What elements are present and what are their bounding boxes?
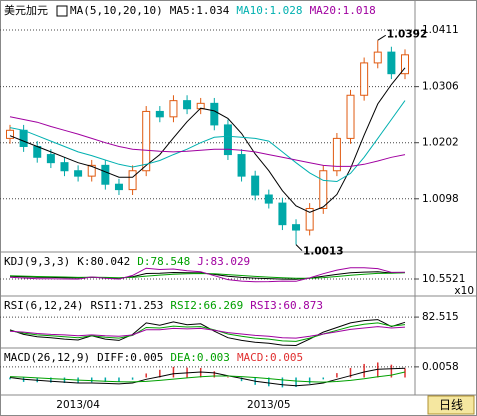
indicator-line bbox=[9, 116, 406, 167]
candle-body bbox=[237, 154, 246, 177]
icon bbox=[56, 5, 68, 17]
candle-body bbox=[74, 170, 83, 177]
candle-body bbox=[251, 175, 260, 196]
candle-body bbox=[128, 170, 137, 191]
indicator-line bbox=[9, 367, 406, 387]
annotation-leader bbox=[295, 244, 303, 251]
scale-label: x10 bbox=[454, 285, 474, 297]
button-box[interactable] bbox=[427, 395, 475, 415]
high-annotation: 1.0392 bbox=[387, 28, 428, 40]
x-tick-label: 2013/05 bbox=[247, 399, 291, 411]
annotation-leader bbox=[377, 34, 387, 41]
legend-entry: J:83.029 bbox=[197, 255, 250, 268]
candle-body bbox=[292, 224, 301, 231]
indicator-line bbox=[9, 267, 406, 283]
candle-body bbox=[210, 102, 219, 126]
chart-title: 美元加元 bbox=[4, 4, 48, 17]
candle-body bbox=[223, 124, 232, 156]
candle-body bbox=[169, 100, 178, 118]
candle-body bbox=[360, 62, 369, 96]
candle-body bbox=[278, 202, 287, 226]
legend-entry: RSI2:66.269 bbox=[170, 299, 243, 312]
x-tick-label: 2013/04 bbox=[56, 399, 100, 411]
indicator-line bbox=[9, 67, 406, 213]
candle-body bbox=[87, 164, 96, 177]
candle-body bbox=[264, 194, 273, 204]
button[interactable]: 日线 bbox=[427, 395, 475, 415]
indicator-line bbox=[9, 322, 406, 342]
legend-entry: K:80.042 bbox=[77, 255, 130, 268]
candle-body bbox=[373, 51, 382, 64]
indicator-label: KDJ(9,3,3) bbox=[4, 255, 70, 268]
candle-body bbox=[114, 183, 123, 191]
indicator-line bbox=[9, 319, 406, 347]
legend-entry: MA10:1.028 bbox=[236, 4, 302, 17]
candle-body bbox=[332, 137, 341, 172]
low-annotation: 1.0013 bbox=[303, 246, 344, 258]
legend-entry: MACD:0.005 bbox=[237, 351, 303, 364]
candle-body bbox=[401, 54, 409, 75]
candle-body bbox=[33, 145, 42, 158]
indicator-line bbox=[9, 371, 406, 383]
legend-entry: DIFF:0.005 bbox=[97, 351, 163, 364]
indicator-label: MACD(26,12,9) bbox=[4, 351, 90, 364]
candle-body bbox=[19, 129, 28, 147]
legend-entry: RSI1:71.253 bbox=[90, 299, 163, 312]
button-label[interactable]: 日线 bbox=[439, 398, 463, 412]
indicator-label: RSI(6,12,24) bbox=[4, 299, 83, 312]
legend-entry: DEA:0.003 bbox=[170, 351, 230, 364]
legend-entry: MA5:1.034 bbox=[170, 4, 230, 17]
y-tick-label: 0.0058 bbox=[422, 361, 459, 373]
y-tick-label: 10.5521 bbox=[422, 273, 465, 285]
indicator-line bbox=[9, 100, 406, 183]
indicator-line bbox=[9, 326, 406, 339]
y-tick-label: 1.0411 bbox=[422, 24, 459, 36]
y-tick-label: 1.0098 bbox=[422, 193, 459, 205]
candle-body bbox=[319, 170, 328, 209]
candle-body bbox=[60, 162, 69, 172]
candle-body bbox=[346, 94, 355, 139]
legend-entry: D:78.548 bbox=[137, 255, 190, 268]
candle-body bbox=[305, 207, 314, 231]
candle-body bbox=[155, 110, 164, 118]
candle-body bbox=[387, 51, 396, 75]
candle-body bbox=[183, 100, 192, 110]
legend-entry: RSI3:60.873 bbox=[250, 299, 323, 312]
candle-body bbox=[46, 154, 55, 164]
candle-body bbox=[101, 164, 110, 185]
legend-entry: MA20:1.018 bbox=[310, 4, 376, 17]
indicator-label: MA(5,10,20,10) bbox=[70, 4, 163, 17]
y-tick-label: 82.515 bbox=[422, 311, 459, 323]
y-tick-label: 1.0306 bbox=[422, 81, 459, 93]
y-tick-label: 1.0202 bbox=[422, 137, 459, 149]
candle-body bbox=[6, 129, 14, 139]
candle-body bbox=[142, 110, 151, 172]
